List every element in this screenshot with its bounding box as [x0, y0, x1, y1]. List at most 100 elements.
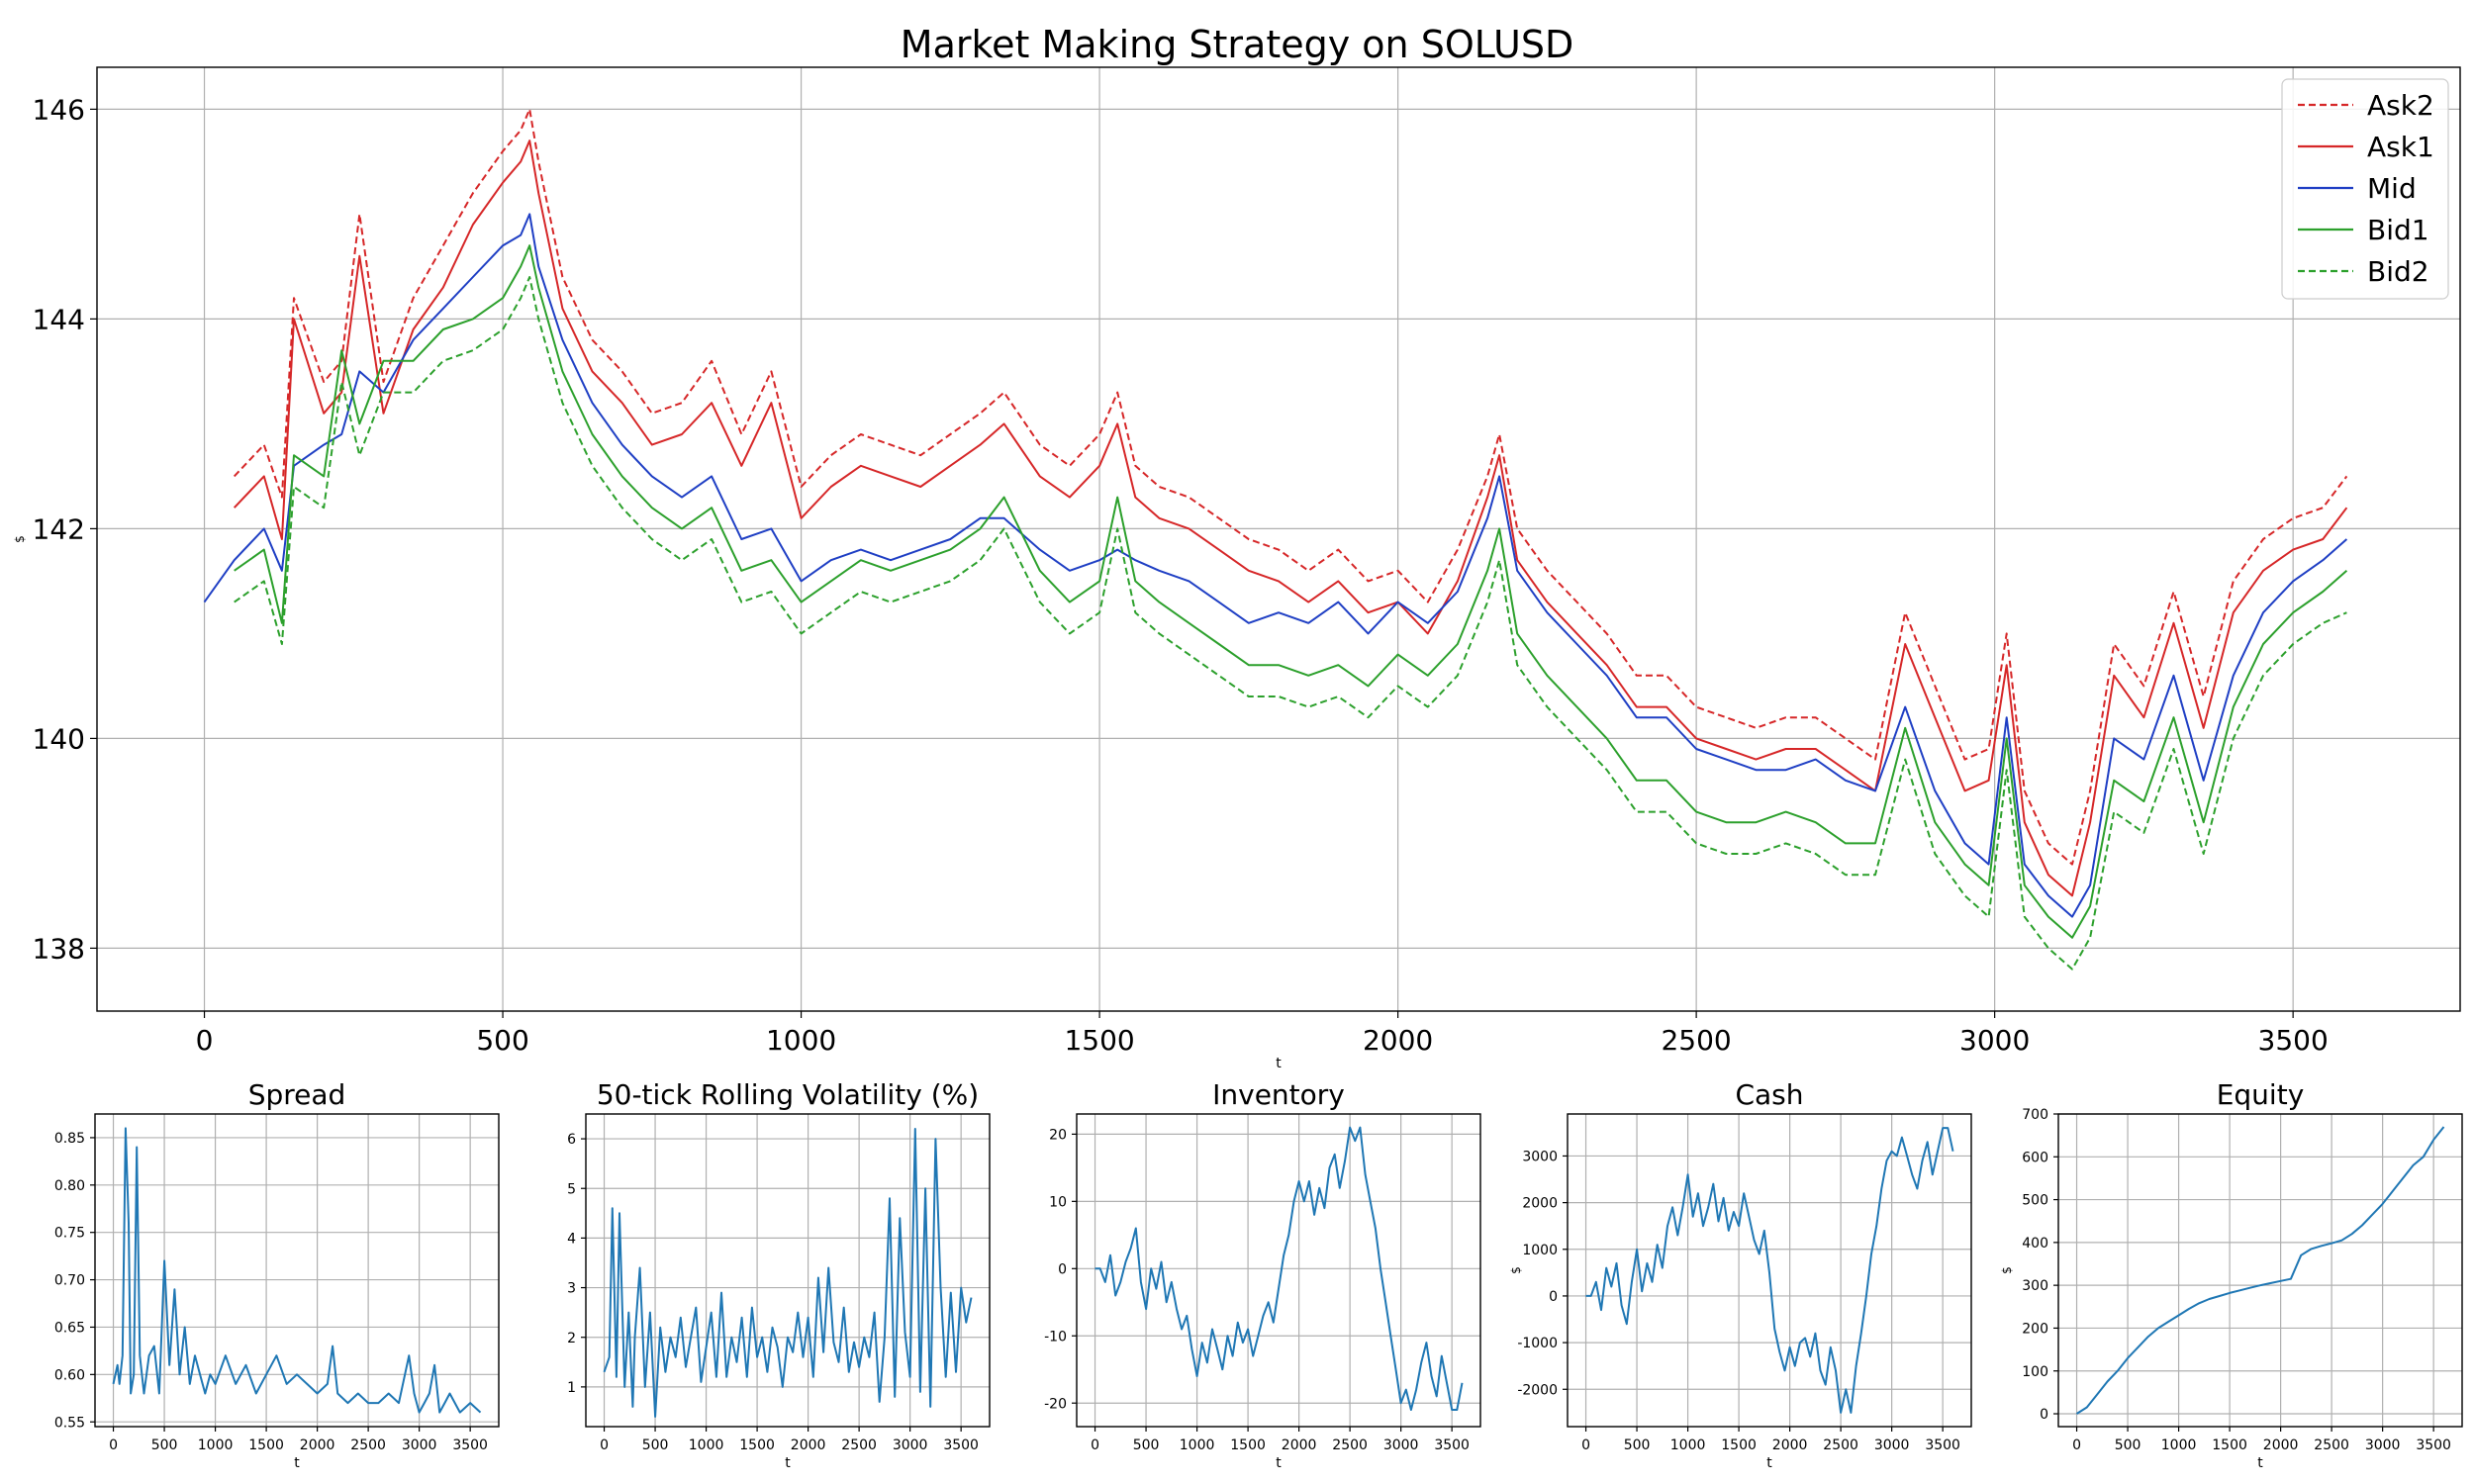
x-tick-label: 2500: [841, 1438, 877, 1453]
x-tick-label: 1500: [2212, 1438, 2247, 1453]
x-axis-label: t: [2257, 1455, 2263, 1471]
x-axis-label: t: [1766, 1455, 1772, 1471]
y-tick-label: 0: [2040, 1407, 2048, 1423]
x-tick-label: 500: [1624, 1438, 1651, 1453]
series-line-ask2: [233, 108, 2348, 866]
x-tick-label: 0: [196, 1024, 214, 1057]
x-tick-label: 1500: [248, 1438, 284, 1453]
y-tick-label: -2000: [1517, 1382, 1558, 1398]
x-tick-label: 0: [600, 1438, 609, 1453]
x-tick-label: 1500: [1064, 1024, 1134, 1057]
y-tick-label: 138: [33, 932, 85, 965]
legend-label-ask1: Ask1: [2367, 131, 2434, 163]
y-tick-label: 500: [2022, 1193, 2048, 1209]
x-tick-label: 2000: [2263, 1438, 2299, 1453]
series-line-bid2: [234, 276, 2347, 971]
y-tick-label: 3: [567, 1281, 576, 1297]
x-tick-label: 1000: [2161, 1438, 2197, 1453]
x-tick-label: 2500: [350, 1438, 386, 1453]
x-axis-label: t: [1276, 1455, 1282, 1471]
y-tick-label: 2: [567, 1331, 576, 1346]
x-tick-label: 3500: [1925, 1438, 1960, 1453]
y-tick-label: 0.70: [54, 1273, 85, 1289]
figure-title: Market Making Strategy on SOLUSD: [901, 23, 1573, 66]
series-line-ask1: [233, 139, 2348, 897]
y-tick-label: 0.80: [54, 1178, 85, 1194]
y-tick-label: -20: [1044, 1396, 1067, 1412]
x-tick-label: 1500: [1230, 1438, 1266, 1453]
y-tick-label: 1: [567, 1380, 576, 1396]
x-tick-label: 3500: [943, 1438, 979, 1453]
y-tick-label: 0.55: [54, 1415, 85, 1431]
y-tick-label: 3000: [1522, 1149, 1558, 1164]
y-tick-label: 0.60: [54, 1367, 85, 1383]
y-tick-label: 140: [33, 722, 85, 755]
legend-label-bid1: Bid1: [2367, 214, 2429, 246]
x-tick-label: 0: [2072, 1438, 2081, 1453]
legend-label-bid2: Bid2: [2367, 255, 2429, 288]
y-tick-label: 300: [2022, 1278, 2048, 1294]
y-tick-label: 400: [2022, 1236, 2048, 1252]
x-tick-label: 2000: [1363, 1024, 1433, 1057]
x-axis-label: t: [1276, 1056, 1282, 1071]
y-tick-label: -10: [1044, 1329, 1067, 1345]
axes-frame: [94, 1113, 500, 1428]
x-tick-label: 3500: [452, 1438, 488, 1453]
series-line-volatility: [603, 1128, 973, 1418]
x-tick-label: 500: [642, 1438, 669, 1453]
x-tick-label: 1000: [198, 1438, 234, 1453]
y-tick-label: 5: [567, 1181, 576, 1197]
y-tick-label: 20: [1049, 1127, 1067, 1143]
x-tick-label: 1500: [1721, 1438, 1757, 1453]
series-line-spread: [112, 1127, 482, 1414]
equity-chart: 0 500 1000 1500 2000 2500 3000 3500 0 100 200 300 40…: [2000, 1078, 2463, 1471]
x-tick-label: 3000: [1383, 1438, 1419, 1453]
panel-title: Inventory: [1212, 1078, 1345, 1111]
main-price-chart: 0 500 1000 1500 2000 2500 3000 3500 138 140 142 144…: [13, 66, 2461, 1071]
x-axis-label: t: [294, 1455, 300, 1471]
panel-title: 50-tick Rolling Volatility (%): [597, 1078, 979, 1111]
x-axis-label: t: [785, 1455, 791, 1471]
panel-title: Equity: [2217, 1078, 2305, 1111]
y-tick-label: 0.75: [54, 1226, 85, 1242]
x-tick-label: 500: [151, 1438, 178, 1453]
x-tick-label: 2500: [1823, 1438, 1858, 1453]
y-tick-label: 0: [1549, 1289, 1558, 1305]
y-axis-label: $: [13, 535, 27, 543]
y-tick-label: 0: [1058, 1261, 1067, 1277]
axes-frame: [96, 66, 2461, 1012]
y-tick-label: 142: [33, 512, 85, 545]
x-tick-label: 0: [1581, 1438, 1590, 1453]
y-axis-label: $: [1509, 1266, 1523, 1274]
x-tick-label: 3500: [2416, 1438, 2451, 1453]
cash-chart: 0 500 1000 1500 2000 2500 3000 3500 -2000 -1000 0 1…: [1509, 1078, 1972, 1471]
series-line-bid1: [234, 244, 2348, 939]
x-tick-label: 3000: [1959, 1024, 2030, 1057]
inventory-chart: 0 500 1000 1500 2000 2500 3000 3500 -20 -10 0 10 20 t…: [1044, 1078, 1481, 1471]
x-tick-label: 3000: [893, 1438, 928, 1453]
axes-frame: [585, 1113, 991, 1428]
x-tick-label: 0: [109, 1438, 118, 1453]
x-tick-label: 2000: [1282, 1438, 1317, 1453]
x-tick-label: 1000: [1670, 1438, 1706, 1453]
y-tick-label: 700: [2022, 1107, 2048, 1123]
x-tick-label: 1500: [739, 1438, 775, 1453]
y-tick-label: 2000: [1522, 1196, 1558, 1212]
x-tick-label: 3000: [1874, 1438, 1910, 1453]
y-tick-label: 100: [2022, 1364, 2048, 1380]
x-tick-label: 500: [476, 1024, 528, 1057]
y-tick-label: 0.85: [54, 1131, 85, 1147]
x-tick-label: 500: [1133, 1438, 1160, 1453]
x-tick-label: 1000: [689, 1438, 724, 1453]
axes-frame: [2057, 1113, 2463, 1428]
x-tick-label: 3500: [2258, 1024, 2329, 1057]
panel-title: Spread: [248, 1078, 346, 1111]
y-tick-label: 4: [567, 1231, 576, 1247]
series-line-equity: [2075, 1126, 2445, 1415]
y-axis-label: $: [2000, 1266, 2014, 1274]
y-tick-label: 1000: [1522, 1243, 1558, 1258]
x-tick-label: 2000: [300, 1438, 335, 1453]
y-tick-label: 10: [1049, 1194, 1067, 1210]
